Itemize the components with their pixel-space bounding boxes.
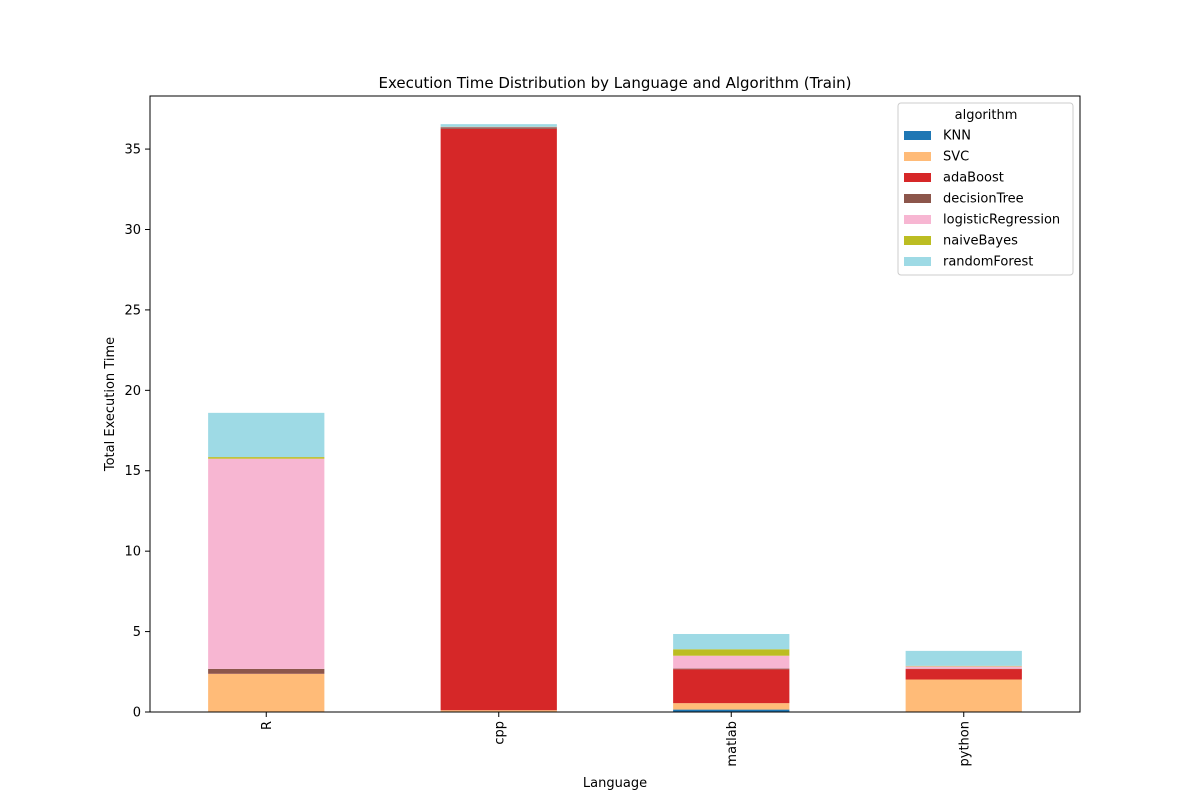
bar-segment-SVC-R (208, 673, 325, 712)
x-tick-label-R: R (260, 721, 275, 730)
y-tick-label: 15 (124, 464, 141, 479)
legend: algorithm KNN SVC adaBoost decisionTree logi… (897, 102, 1074, 276)
y-tick-label: 30 (124, 223, 141, 238)
bar-segment-SVC-cpp (440, 710, 557, 712)
axes-frame (149, 95, 1081, 713)
y-tick-label: 10 (124, 545, 141, 560)
y-tick-label: 0 (133, 706, 141, 721)
bar-segment-naiveBayes-matlab (673, 649, 790, 656)
legend-label-decisionTree: decisionTree (943, 192, 1024, 207)
legend-swatch-naiveBayes (904, 236, 931, 245)
legend-swatch-decisionTree (904, 194, 931, 203)
bar-segment-decisionTree-R (208, 668, 325, 674)
legend-swatch-adaBoost (904, 173, 931, 182)
bars-layer (208, 124, 1022, 712)
bar-segment-randomForest-R (208, 412, 325, 458)
legend-label-adaBoost: adaBoost (943, 171, 1004, 186)
bar-segment-decisionTree-matlab (673, 668, 790, 670)
bar-segment-adaBoost-python (905, 669, 1022, 680)
bar-segment-logisticRegression-python (905, 666, 1022, 669)
bar-segment-randomForest-cpp (440, 124, 557, 127)
bar-segment-naiveBayes-R (208, 457, 325, 459)
bar-segment-SVC-python (905, 679, 1022, 712)
legend-swatch-KNN (904, 131, 931, 140)
bar-segment-SVC-matlab (673, 703, 790, 710)
y-tick-label: 35 (124, 143, 141, 158)
legend-title: algorithm (955, 108, 1018, 123)
legend-swatch-SVC (904, 152, 931, 161)
y-axis-label: Total Execution Time (103, 337, 118, 472)
legend-label-SVC: SVC (943, 150, 969, 165)
legend-swatch-logisticRegression (904, 215, 931, 224)
y-axis: 0 5 10 15 20 25 30 35 (124, 143, 150, 721)
x-tick-label-python: python (957, 721, 972, 766)
legend-swatch-randomForest (904, 257, 931, 266)
bar-segment-randomForest-python (905, 650, 1022, 666)
x-tick-label-cpp: cpp (492, 721, 507, 745)
bar-segment-logisticRegression-matlab (673, 655, 790, 669)
legend-label-randomForest: randomForest (943, 255, 1033, 270)
bar-segment-decisionTree-cpp (440, 127, 557, 129)
y-tick-label: 5 (133, 625, 141, 640)
y-tick-label: 25 (124, 303, 141, 318)
bar-segment-adaBoost-matlab (673, 669, 790, 704)
legend-box (897, 102, 1074, 276)
bar-segment-randomForest-matlab (673, 633, 790, 650)
chart-title: Execution Time Distribution by Language … (378, 74, 851, 92)
y-tick-label: 20 (124, 384, 141, 399)
legend-items: KNN SVC adaBoost decisionTree logisticRegres… (904, 129, 1060, 270)
bar-segment-logisticRegression-R (208, 458, 325, 669)
x-tick-label-matlab: matlab (725, 721, 740, 767)
legend-label-logisticRegression: logisticRegression (943, 213, 1060, 228)
legend-label-KNN: KNN (943, 129, 971, 144)
bar-segment-adaBoost-cpp (440, 128, 557, 711)
legend-label-naiveBayes: naiveBayes (943, 234, 1018, 249)
bar-segment-KNN-matlab (673, 709, 790, 712)
x-axis-label: Language (583, 776, 647, 791)
